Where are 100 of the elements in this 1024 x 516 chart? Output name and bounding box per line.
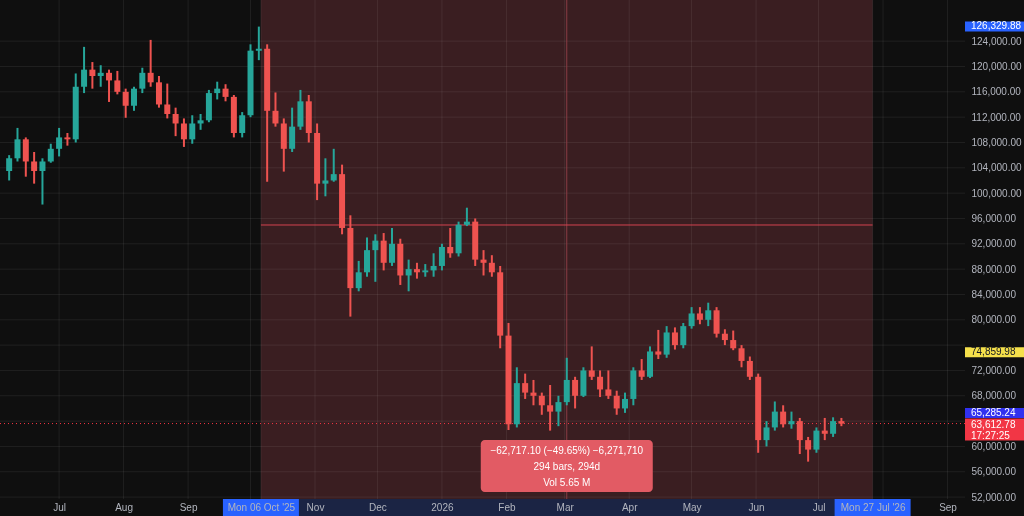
candlestick [530,378,537,407]
x-tick-label: Nov [306,501,325,513]
candlestick [155,74,162,109]
x-tick-label: May [682,501,702,513]
y-tick-label: 100,000.00 [971,187,1022,199]
candlestick [730,329,737,352]
candlestick [680,321,687,350]
y-tick-label: 108,000.00 [971,136,1022,148]
candlestick [805,435,812,463]
candlestick [538,391,545,416]
candlestick [622,391,629,414]
y-tick-label: 52,000.00 [971,491,1017,503]
candlestick [613,389,620,416]
candlestick [355,259,362,293]
candlestick [605,369,612,400]
candlestick [122,87,129,119]
candlestick [114,69,121,96]
y-tick-label: 92,000.00 [971,238,1017,250]
candlestick [56,126,63,158]
x-tick-label: Jul [812,501,826,513]
y-tick-label: 72,000.00 [971,364,1017,376]
y2-tick-label: 126,329.88 [971,20,1022,32]
candlestick [372,233,379,283]
x-tick-label: Mon 27 Jul '26 [840,501,906,513]
candlestick [289,106,296,153]
candlestick [272,91,279,128]
y-tick-label: 84,000.00 [971,288,1017,300]
candlestick [746,355,753,381]
candlestick [322,157,329,198]
candlestick [813,426,820,454]
x-tick-label: Dec [369,501,387,513]
candlestick [771,400,778,432]
candlestick [655,328,662,361]
x-tick-label: Apr [621,501,639,513]
candlestick [364,236,371,278]
y-tick-label: 120,000.00 [971,60,1022,72]
ref-line-label: 63,612.78 17:27:25 [971,418,1016,441]
candlestick [239,111,246,139]
candlestick [738,344,745,369]
x-tick-label: Sep [939,501,958,513]
candlestick [796,416,803,456]
y-tick-label: 112,000.00 [971,111,1022,123]
candlestick [780,404,787,429]
candlestick [438,242,445,272]
candlestick [705,301,712,328]
candlestick [164,82,171,120]
candlestick [380,232,387,272]
y-tick-label: 60,000.00 [971,440,1017,452]
candlestick [447,226,454,259]
y2-tick-label: 74,859.98 [971,346,1016,358]
candlestick [6,154,13,182]
candlestick [713,306,720,339]
candlestick [22,136,29,178]
y-tick-label: 124,000.00 [971,35,1022,47]
candlestick [763,420,770,448]
candlestick [189,114,196,145]
y-tick-label: 116,000.00 [971,86,1022,98]
candlestick [388,226,395,267]
x-tick-label: Jul [53,501,66,513]
candlestick [555,394,562,428]
candlestick [563,356,570,407]
candlestick [671,326,678,351]
candlestick [638,358,645,381]
y-tick-label: 68,000.00 [971,390,1017,402]
candlestick [588,345,595,381]
candlestick [488,254,495,278]
y2-tick-label: 65,285.24 [971,406,1016,418]
x-tick-label: Feb [498,501,516,513]
candlestick [255,25,262,62]
candlestick [39,157,46,206]
y-tick-label: 56,000.00 [971,466,1017,478]
x-tick-label: Mon 06 Oct '25 [227,501,296,513]
x-tick-label: 2026 [431,501,454,513]
x-tick-label: Aug [115,501,133,513]
candlestick [89,61,96,90]
candlestick [572,375,579,410]
candlestick [131,85,137,112]
candlestick [147,38,154,88]
candlestick [821,416,828,442]
candlestick [47,142,54,164]
candlestick [405,258,412,293]
candlestick [81,45,88,95]
candlestick [14,126,21,163]
y-tick-label: 104,000.00 [971,162,1022,174]
candlestick [480,249,487,277]
candlestick [463,206,470,228]
candlestick [830,416,837,438]
candlestick [97,64,104,88]
candlestick [172,106,179,138]
x-tick-label: Jun [748,501,765,513]
candlestick [139,66,146,95]
candlestick [31,150,38,185]
candlestick [597,369,604,399]
candlestick [663,325,670,359]
x-tick-label: Mar [556,501,575,513]
candlestick [180,117,187,148]
candlestick [547,384,554,432]
band-label: −62,717.10 (−49.65%) −6,271,710 294 bars, 294d Vol 5.65 M [490,445,644,488]
x-tick-label: Sep [179,501,198,513]
y-tick-label: 88,000.00 [971,263,1017,275]
